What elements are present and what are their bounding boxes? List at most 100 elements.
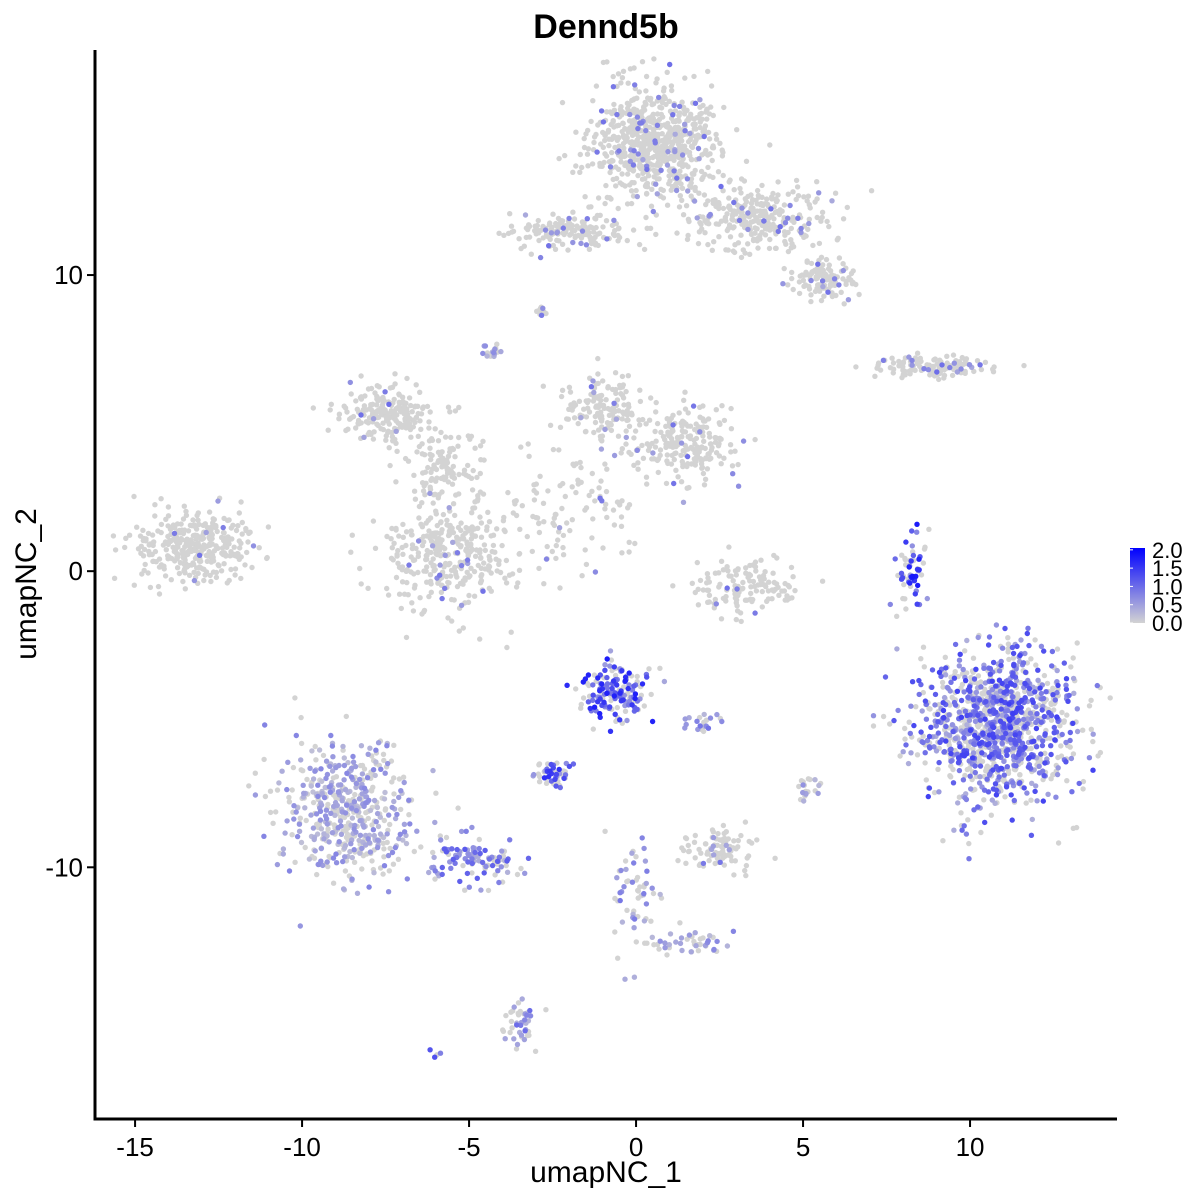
cell-point: [174, 556, 180, 562]
cell-point: [968, 786, 974, 792]
cell-point: [1004, 764, 1010, 770]
cell-point: [560, 225, 566, 231]
cell-point: [323, 758, 330, 764]
cell-point: [759, 604, 765, 610]
cell-point: [1038, 719, 1045, 725]
cell-point: [1086, 755, 1093, 761]
cell-point: [712, 596, 718, 603]
cell-point: [1053, 794, 1059, 800]
cell-point: [201, 542, 207, 548]
cell-point: [471, 526, 478, 532]
cell-point: [410, 557, 417, 563]
cell-point: [550, 446, 557, 453]
cell-point: [718, 837, 725, 843]
cell-point: [503, 1012, 509, 1019]
cell-point: [919, 708, 925, 714]
cell-point: [816, 190, 822, 196]
cell-point: [654, 170, 661, 176]
cell-point: [831, 281, 837, 287]
cell-point: [448, 865, 454, 871]
cell-point: [946, 712, 952, 718]
cell-point: [328, 810, 334, 816]
cell-point: [671, 152, 678, 159]
cell-point: [311, 836, 317, 843]
cell-point: [1005, 770, 1012, 776]
cell-point: [187, 544, 193, 550]
cell-point: [156, 556, 163, 562]
cell-point: [621, 411, 627, 417]
cell-point: [947, 364, 953, 371]
cell-point: [696, 156, 702, 162]
cell-point: [624, 237, 630, 244]
cell-point: [807, 205, 813, 211]
cell-point: [1049, 648, 1056, 655]
cell-point: [583, 428, 589, 435]
cell-point: [672, 450, 678, 457]
cell-point: [680, 499, 687, 505]
cell-point: [653, 399, 659, 406]
cell-point: [492, 872, 498, 878]
cell-point: [896, 358, 902, 365]
cell-point: [1097, 749, 1104, 756]
cell-point: [480, 588, 486, 594]
cell-point: [308, 812, 314, 818]
cell-point: [573, 686, 579, 692]
cell-point: [890, 360, 897, 366]
cell-point: [819, 209, 826, 215]
cell-point: [524, 1012, 530, 1018]
cell-point: [685, 188, 691, 194]
cell-point: [1035, 677, 1041, 683]
cell-point: [426, 869, 432, 876]
cell-point: [408, 434, 414, 440]
cell-point: [734, 608, 741, 614]
cell-point: [176, 570, 183, 577]
cell-point: [406, 797, 412, 803]
cell-point: [139, 571, 145, 577]
cell-point: [785, 248, 792, 255]
cell-point: [540, 500, 547, 506]
cell-point: [598, 478, 604, 484]
cell-point: [805, 193, 812, 199]
cell-point: [145, 570, 151, 576]
cell-point: [313, 757, 319, 763]
cell-point: [648, 395, 654, 401]
cell-point: [732, 242, 738, 248]
cell-point: [578, 701, 584, 708]
cell-point: [651, 942, 657, 948]
cell-point: [428, 436, 435, 442]
cell-point: [242, 562, 248, 568]
cell-point: [695, 948, 702, 954]
cell-point: [317, 808, 324, 814]
cell-point: [359, 845, 365, 852]
cell-point: [1050, 772, 1056, 778]
cell-point: [379, 402, 386, 408]
cell-point: [825, 289, 831, 295]
cell-point: [370, 518, 377, 524]
cell-point: [619, 109, 625, 115]
cell-point: [653, 80, 659, 86]
cell-point: [692, 139, 698, 145]
cell-point: [664, 162, 671, 168]
cell-point: [576, 398, 583, 404]
cell-point: [401, 829, 408, 835]
cell-point: [996, 774, 1002, 780]
cell-point: [660, 88, 667, 94]
cell-point: [703, 841, 709, 847]
cell-point: [1036, 735, 1043, 741]
cell-point: [612, 895, 618, 902]
cell-point: [556, 238, 562, 244]
cell-point: [663, 134, 669, 141]
cell-point: [981, 797, 987, 803]
cell-point: [629, 850, 635, 856]
cell-point: [403, 840, 410, 847]
cell-point: [940, 838, 946, 844]
cell-point: [432, 868, 438, 874]
cell-point: [369, 822, 375, 828]
cell-point: [518, 444, 524, 450]
cell-point: [536, 520, 542, 526]
cell-point: [643, 421, 649, 427]
cell-point: [570, 761, 577, 767]
cell-point: [1025, 729, 1032, 736]
cell-point: [477, 470, 483, 477]
cell-point: [496, 854, 503, 860]
